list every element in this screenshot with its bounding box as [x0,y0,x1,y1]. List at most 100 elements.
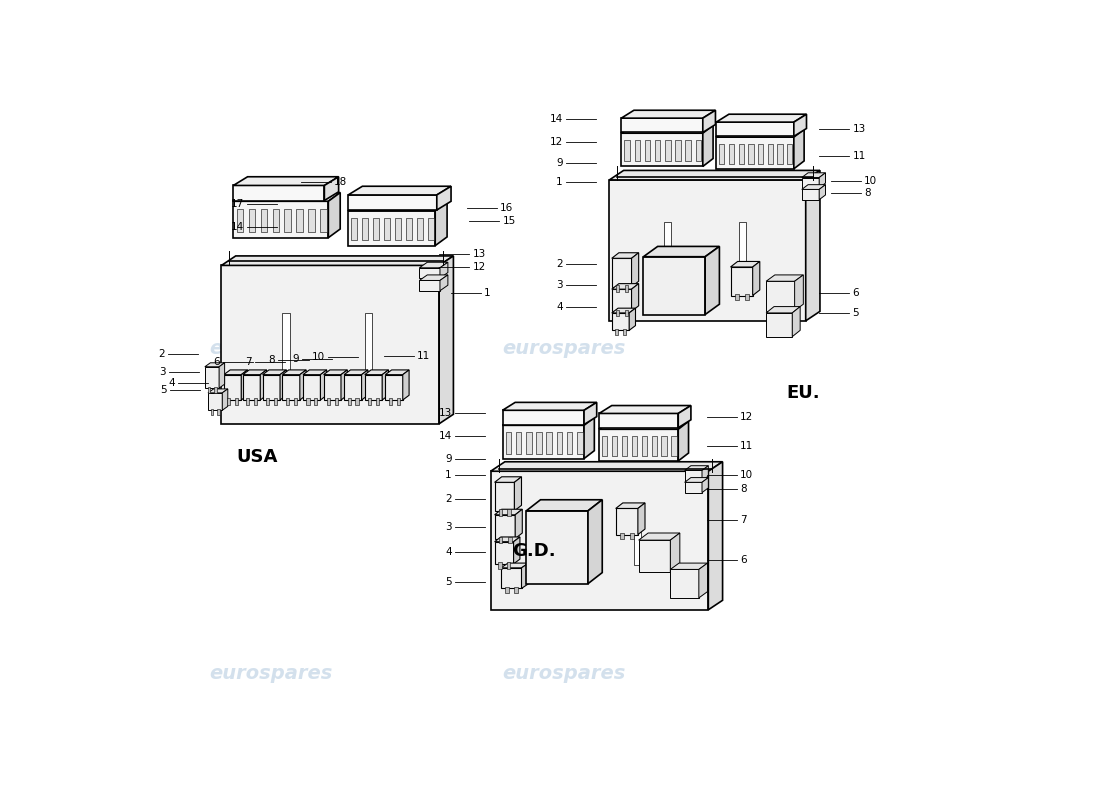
Polygon shape [805,170,820,321]
Polygon shape [584,402,596,425]
Text: eurospares: eurospares [210,339,333,358]
Bar [274,398,277,405]
Text: eurospares: eurospares [503,339,626,358]
Text: 9: 9 [293,354,299,364]
Text: 14: 14 [549,114,563,124]
Polygon shape [802,173,825,178]
Polygon shape [495,482,515,511]
Polygon shape [730,262,760,267]
Bar [228,398,231,405]
Bar [516,432,521,454]
Polygon shape [802,178,820,188]
Text: 9: 9 [556,158,563,167]
Bar [384,218,390,240]
Text: 4: 4 [556,302,563,311]
Polygon shape [639,533,680,540]
Polygon shape [629,308,636,330]
Bar [417,218,422,240]
Polygon shape [205,362,224,366]
Text: 2: 2 [446,494,452,504]
Polygon shape [233,177,339,186]
Polygon shape [766,282,794,310]
Polygon shape [243,374,261,400]
Polygon shape [439,256,453,424]
Text: 13: 13 [472,249,486,258]
Bar [685,140,691,162]
Polygon shape [794,114,806,136]
Polygon shape [612,284,639,289]
Polygon shape [419,268,440,278]
Bar [327,398,330,405]
Polygon shape [222,389,228,410]
Polygon shape [698,563,707,598]
Polygon shape [621,126,713,134]
Polygon shape [328,193,340,238]
Text: 4: 4 [168,378,175,387]
Bar [786,143,792,164]
Text: 10: 10 [865,176,878,186]
Polygon shape [621,110,715,118]
Polygon shape [348,210,436,246]
Polygon shape [233,186,324,201]
Polygon shape [437,186,451,210]
Bar [651,436,657,456]
Bar [664,222,671,276]
Polygon shape [233,193,340,202]
Text: 3: 3 [556,280,563,290]
Polygon shape [526,500,603,511]
Polygon shape [385,374,403,400]
Bar [283,313,289,373]
Bar [625,140,630,162]
Polygon shape [500,563,529,568]
Polygon shape [703,110,715,133]
Polygon shape [263,374,280,400]
Polygon shape [716,122,794,136]
Bar [576,432,583,454]
Text: 14: 14 [230,222,243,233]
Polygon shape [320,370,327,400]
Polygon shape [794,130,804,169]
Polygon shape [323,370,348,374]
Polygon shape [521,563,529,589]
Polygon shape [261,370,266,400]
Bar [498,562,502,569]
Polygon shape [526,511,588,584]
Polygon shape [341,370,348,400]
Polygon shape [600,430,679,461]
Polygon shape [600,406,691,414]
Polygon shape [233,202,328,238]
Polygon shape [348,195,437,210]
Polygon shape [644,257,705,314]
Bar [602,436,607,456]
Polygon shape [365,370,388,374]
Polygon shape [612,308,636,313]
Text: 5: 5 [852,308,859,318]
Bar [498,510,502,515]
Polygon shape [344,370,367,374]
Text: 11: 11 [852,151,866,161]
Polygon shape [616,509,638,534]
Bar [661,436,667,456]
Polygon shape [362,370,367,400]
Text: 5: 5 [161,385,167,394]
Polygon shape [436,202,447,246]
Bar [395,218,400,240]
Bar [615,329,618,335]
Polygon shape [495,542,514,564]
Polygon shape [600,422,689,430]
Polygon shape [621,118,703,133]
Bar [729,143,734,164]
Bar [620,533,624,539]
Polygon shape [263,370,286,374]
Text: 7: 7 [740,515,747,526]
Polygon shape [515,477,521,511]
Text: 8: 8 [740,484,747,494]
Polygon shape [419,275,448,281]
Polygon shape [221,256,453,266]
Polygon shape [679,406,691,428]
Polygon shape [223,370,248,374]
Polygon shape [730,267,752,295]
Polygon shape [612,258,631,286]
Bar [641,436,647,456]
Bar [334,398,338,405]
